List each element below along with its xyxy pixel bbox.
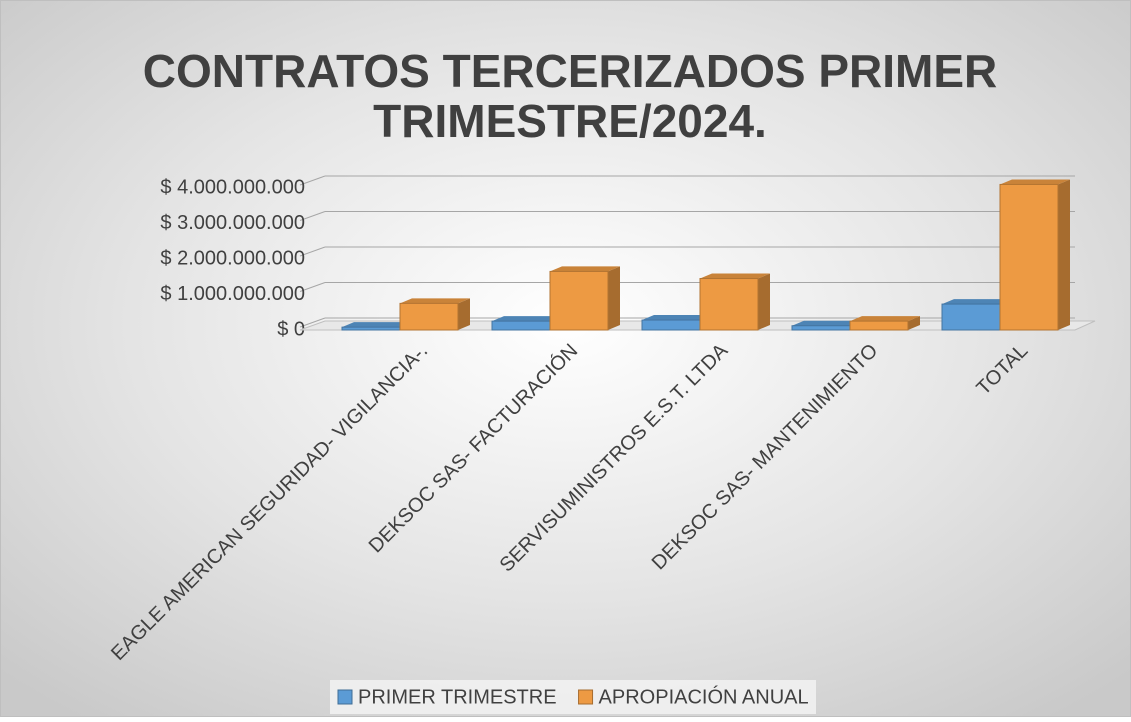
grid-depth (299, 246, 326, 257)
bar (399, 302, 459, 331)
y-tick-label: $ 2.000.000.000 (160, 247, 305, 269)
grid-depth (299, 211, 326, 221)
bar-top (400, 298, 470, 304)
bar-top (642, 315, 712, 321)
bar-top (942, 299, 1012, 305)
y-tick-label: $ 3.000.000.000 (160, 212, 305, 234)
bar-top (792, 320, 862, 326)
bar (791, 325, 851, 331)
legend-label: PRIMER TRIMESTRE (358, 686, 557, 708)
bar-side (908, 316, 920, 330)
bar (341, 326, 401, 331)
grid-depth (299, 282, 326, 292)
bar (999, 183, 1059, 331)
bar-top (1000, 179, 1070, 185)
bar (549, 270, 609, 331)
legend-label: APROPIACIÓN ANUAL (599, 685, 809, 708)
bar-side (608, 266, 620, 330)
chart-title: CONTRATOS TERCERIZADOS PRIMER TRIMESTRE/2… (143, 45, 997, 147)
legend-swatch (578, 689, 594, 705)
bar-top (342, 322, 412, 328)
bar (941, 303, 1001, 331)
bar-side (758, 273, 770, 330)
bar (699, 278, 759, 331)
legend-swatch (337, 689, 353, 705)
bar (491, 320, 551, 331)
chart-title-text: CONTRATOS TERCERIZADOS PRIMER TRIMESTRE/2… (143, 45, 997, 147)
grid-depth (299, 317, 326, 328)
bar-side (1058, 179, 1070, 330)
bar-side (458, 298, 470, 330)
bar (641, 319, 701, 331)
y-tick-label: $ 0 (277, 318, 305, 340)
bar-top (492, 316, 562, 322)
y-tick-label: $ 4.000.000.000 (160, 176, 305, 198)
legend-box (330, 680, 816, 714)
legend: PRIMER TRIMESTRE APROPIACIÓN ANUAL (337, 685, 809, 708)
bar-top (700, 273, 770, 279)
y-tick-label: $ 1.000.000.000 (160, 283, 305, 305)
grid-depth (299, 175, 326, 186)
bar-top (550, 266, 620, 272)
bar-top (850, 316, 920, 322)
bar (849, 320, 909, 331)
